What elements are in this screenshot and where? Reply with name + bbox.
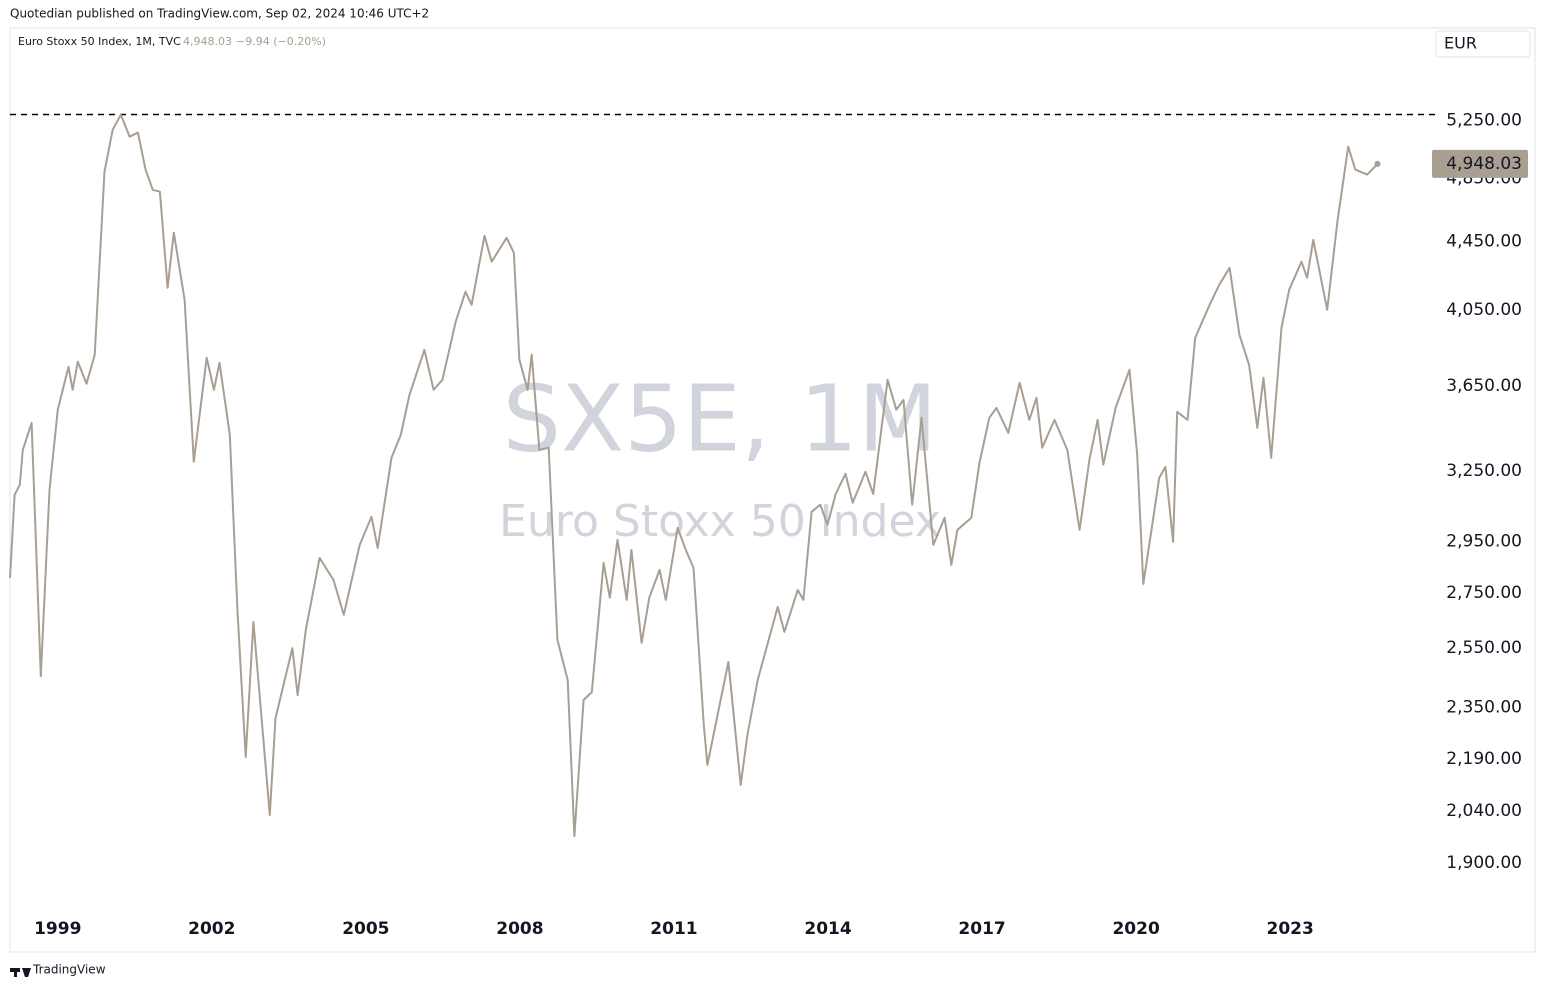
legend-symbol: Euro Stoxx 50 Index, 1M, TVC [18,35,181,48]
plot: 1,900.00 2,040.00 2,190.00 2,350.00 2,550.00… [9,111,1528,952]
x-tick-label: 1999 [34,919,81,939]
y-tick-label: 2,750.00 [1446,583,1522,603]
price-line [9,113,1379,838]
last-price-box [1432,149,1528,178]
x-tick-label: 2011 [650,919,697,939]
legend-change: −9.94 (−0.20%) [236,35,326,48]
y-tick-label: 4,050.00 [1446,300,1522,320]
y-tick-label: 2,040.00 [1446,801,1522,821]
y-tick-label: 4,450.00 [1446,231,1522,251]
x-tick-label: 2023 [1267,919,1314,939]
legend-price: 4,948.03 [183,35,232,48]
footer: TradingView [32,963,106,977]
y-tick-label: 5,250.00 [1446,111,1522,131]
chart-frame [9,27,1536,953]
x-tick-label: 2008 [496,919,543,939]
watermark-name: Euro Stoxx 50 Index [499,496,941,547]
watermark-symbol: SX5E, 1M [503,365,937,472]
x-tick-label: 2017 [958,919,1005,939]
y-tick-label: 3,650.00 [1446,376,1522,396]
x-tick-label: 2020 [1112,919,1159,939]
currency[interactable]: EUR [1444,34,1477,53]
y-tick-label: 2,190.00 [1446,749,1522,769]
publisher: Quotedian published on TradingView.com, … [10,7,429,21]
y-tick-label: 1,900.00 [1446,853,1522,873]
currency-box[interactable] [1435,30,1531,58]
last-price-label: 4,948.03 [1446,154,1522,174]
y-tick-label: 2,350.00 [1446,698,1522,718]
x-tick-label: 2014 [804,919,851,939]
last-point [1374,160,1381,167]
y-tick-label: 3,250.00 [1446,461,1522,481]
x-tick-label: 2005 [342,919,389,939]
tv-logo [10,968,31,977]
y-tick-label: 2,950.00 [1446,532,1522,552]
x-tick-label: 2002 [188,919,235,939]
y-tick-label: 2,550.00 [1446,638,1522,658]
